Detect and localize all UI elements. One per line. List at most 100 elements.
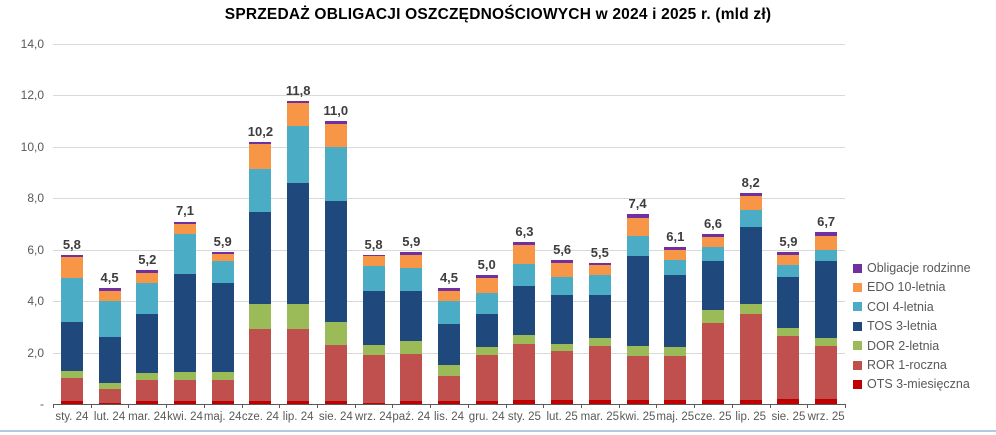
- bar-segment-ots: [249, 401, 272, 404]
- bar-segment-ots: [777, 398, 800, 404]
- bar-segment-dor: [702, 310, 724, 324]
- bar-total-label: 6,1: [666, 229, 685, 245]
- bar-segment-ror: [249, 329, 272, 402]
- bar-segment-tos: [60, 321, 83, 371]
- bar-segment-obligacje: [551, 260, 574, 263]
- bar-segment-edo: [438, 290, 460, 302]
- bar-segment-dor: [626, 346, 649, 357]
- bar-segment-ror: [777, 335, 800, 399]
- bar-segment-tos: [136, 314, 159, 374]
- x-axis-label: cze. 25: [694, 411, 732, 423]
- bar-total-label: 5,8: [62, 236, 81, 252]
- bar-total-label: 4,5: [100, 270, 119, 286]
- legend-item-obligacje: Obligacje rodzinne: [853, 260, 971, 276]
- bar-segment-coi: [777, 265, 800, 277]
- bar-total-label: 5,9: [779, 234, 798, 250]
- x-axis-tick: [505, 404, 507, 408]
- bar-segment-ror: [551, 351, 574, 401]
- legend-item-ror: ROR 1-roczna: [853, 357, 947, 373]
- bar-segment-obligacje: [702, 234, 724, 237]
- bar-stack-wrz-25: [815, 231, 838, 404]
- x-axis-label: sty. 25: [507, 411, 541, 423]
- bar-total-label: 5,5: [590, 244, 609, 260]
- bar-segment-tos: [249, 212, 272, 304]
- bar-segment-ror: [287, 329, 310, 402]
- x-axis-tick: [90, 404, 92, 408]
- y-axis-label: -: [40, 397, 44, 411]
- y-axis-label: 14,0: [20, 37, 44, 51]
- bar-segment-ots: [438, 401, 460, 404]
- x-axis-tick: [656, 404, 658, 408]
- x-axis-label: kwi. 25: [619, 411, 656, 423]
- x-axis-label: wrz. 24: [355, 411, 393, 423]
- bar-segment-ots: [174, 401, 196, 404]
- legend-item-ots: OTS 3-miesięczna: [853, 376, 970, 392]
- bar-segment-obligacje: [815, 231, 838, 236]
- bar-segment-obligacje: [362, 254, 385, 257]
- bar-segment-dor: [739, 303, 762, 315]
- x-axis-tick: [731, 404, 733, 408]
- bar-segment-edo: [249, 144, 272, 169]
- x-axis-tick: [392, 404, 394, 408]
- bar-segment-ror: [362, 355, 385, 403]
- x-axis-label: sie. 24: [318, 411, 353, 423]
- bar-segment-coi: [324, 146, 347, 201]
- bar-segment-coi: [98, 301, 121, 338]
- bar-segment-coi: [626, 235, 649, 257]
- bar-stack-mar-25: [588, 262, 611, 404]
- bar-total-label: 7,4: [628, 195, 647, 211]
- bar-segment-ror: [588, 346, 611, 401]
- bar-segment-tos: [815, 261, 838, 339]
- bar-stack-sie-24: [324, 121, 347, 404]
- bar-segment-tos: [513, 285, 536, 335]
- bar-segment-tos: [664, 275, 687, 348]
- bar-segment-tos: [174, 274, 196, 372]
- bar-total-label: 8,2: [741, 175, 760, 191]
- bar-segment-coi: [136, 283, 159, 315]
- bar-segment-edo: [136, 272, 159, 284]
- x-axis-tick: [166, 404, 168, 408]
- bar-total-label: 5,6: [553, 242, 572, 257]
- bar-segment-coi: [739, 209, 762, 227]
- legend-label: TOS 3-letnia: [867, 319, 937, 334]
- bar-segment-obligacje: [136, 270, 159, 273]
- bar-stack-sty-24: [60, 254, 83, 404]
- x-axis-tick: [769, 404, 771, 408]
- x-axis-tick: [618, 404, 620, 408]
- bar-segment-obligacje: [324, 121, 347, 124]
- bar-segment-obligacje: [513, 242, 536, 245]
- bar-stack-sty-25: [513, 242, 536, 404]
- bar-stack-lip-25: [739, 193, 762, 404]
- x-axis-label: lip. 25: [735, 411, 767, 423]
- bar-segment-ots: [98, 402, 121, 404]
- bar-segment-tos: [777, 276, 800, 329]
- bar-total-label: 7,1: [175, 203, 195, 219]
- bar-total-label: 5,9: [402, 234, 421, 250]
- x-axis-tick: [279, 404, 281, 408]
- x-axis-label: lip. 24: [282, 411, 314, 423]
- bar-segment-tos: [400, 290, 423, 342]
- x-axis-label: lut. 25: [546, 411, 578, 423]
- legend-swatch-icon: [853, 263, 862, 273]
- legend-swatch-icon: [853, 282, 862, 292]
- bar-segment-dor: [60, 370, 83, 379]
- bar-segment-tos: [287, 182, 310, 304]
- bar-segment-edo: [626, 217, 649, 236]
- bar-segment-tos: [702, 261, 724, 311]
- bottom-border-line: [0, 430, 996, 432]
- legend-item-edo: EDO 10-letnia: [853, 279, 946, 295]
- bar-segment-obligacje: [664, 247, 687, 250]
- bar-segment-ror: [438, 375, 460, 402]
- bar-segment-coi: [60, 278, 83, 322]
- bar-segment-ots: [551, 400, 574, 404]
- bar-segment-coi: [287, 126, 310, 183]
- bar-segment-edo: [739, 195, 762, 210]
- bar-segment-ots: [702, 400, 724, 404]
- bar-segment-ots: [588, 400, 611, 404]
- bar-segment-ots: [324, 401, 347, 404]
- bar-segment-tos: [98, 337, 121, 384]
- bar-segment-tos: [626, 256, 649, 347]
- bar-stack-maj-24: [211, 252, 234, 404]
- bar-segment-dor: [98, 383, 121, 389]
